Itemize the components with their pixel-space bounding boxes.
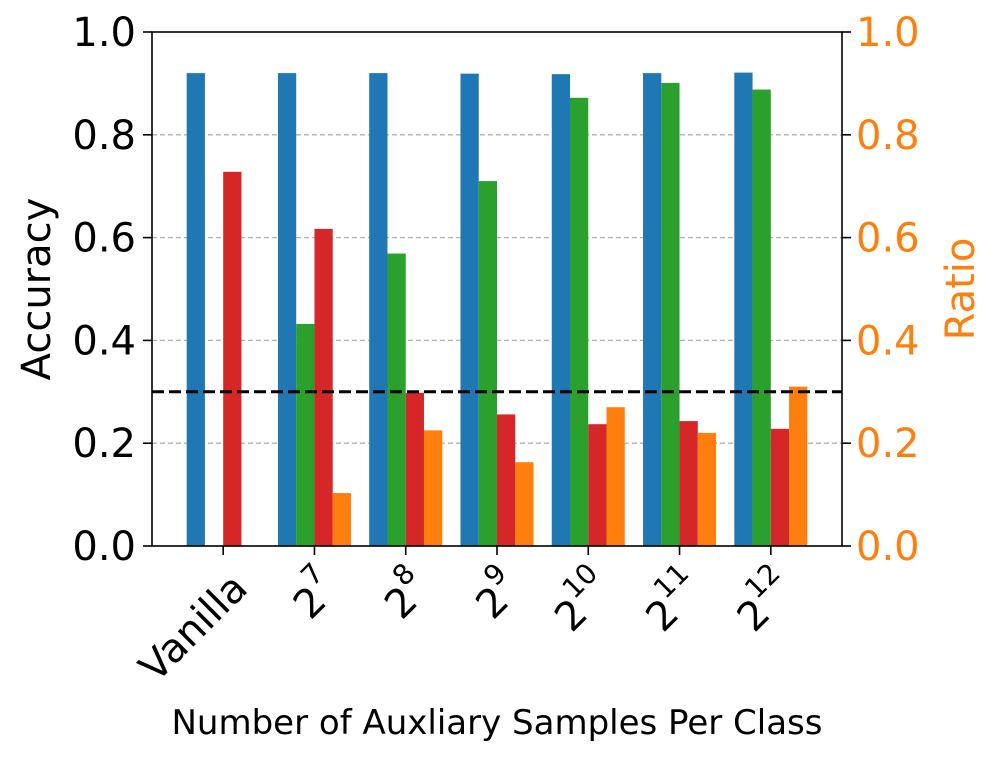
x-tick-label-2: 28	[368, 556, 440, 628]
y-tick-label: 0.8	[72, 113, 136, 159]
bar-series-blue-5	[643, 73, 662, 547]
x-tick-label-1: 27	[276, 556, 348, 628]
bar-series-red-4	[588, 424, 607, 546]
x-tick-label-6: 212	[720, 556, 804, 640]
bar-series-green-5	[661, 82, 680, 547]
bar-series-blue-1	[277, 73, 297, 547]
bar-series-red-3	[497, 414, 516, 546]
y2-tick-label: 0.8	[856, 113, 920, 159]
bar-series-orange-3	[515, 462, 534, 546]
bar-series-green-3	[478, 181, 497, 546]
y-tick-label: 0.2	[72, 421, 136, 467]
bar-series-blue-3	[460, 73, 479, 546]
y2-tick-label: 0.0	[856, 524, 920, 570]
y-axis-title: Accuracy	[14, 198, 60, 381]
bar-series-red-6	[770, 428, 790, 546]
bar-series-orange-4	[606, 407, 625, 546]
bar-series-blue-2	[369, 73, 388, 547]
y2-tick-label: 1.0	[856, 10, 920, 56]
bar-series-green-2	[387, 253, 406, 546]
bar-series-red-1	[314, 228, 333, 546]
bar-series-red-0	[223, 171, 242, 547]
bar-series-orange-1	[332, 493, 351, 546]
bar-series-blue-6	[734, 72, 753, 546]
y-tick-label: 0.6	[72, 216, 136, 262]
bar-series-green-4	[570, 97, 589, 547]
y2-axis-title: Ratio	[938, 238, 984, 341]
y2-tick-label: 0.4	[856, 318, 920, 364]
x-tick-label-4: 210	[537, 556, 621, 640]
bar-series-blue-4	[551, 74, 571, 546]
x-tick-label-0: Vanilla	[131, 565, 257, 691]
bar-series-orange-2	[423, 430, 443, 546]
y-tick-label: 0.4	[72, 318, 136, 364]
y-tick-label: 0.0	[72, 524, 136, 570]
y2-tick-label: 0.2	[856, 421, 920, 467]
bar-series-red-5	[679, 421, 698, 546]
bar-series-orange-5	[697, 432, 717, 546]
y2-tick-label: 0.6	[856, 216, 920, 262]
bar-series-green-1	[296, 323, 315, 546]
bar-series-blue-0	[186, 73, 205, 547]
x-axis-title: Number of Auxliary Samples Per Class	[172, 703, 823, 743]
x-tick-label-5: 211	[629, 556, 713, 640]
bars	[186, 72, 808, 547]
bar-series-green-6	[752, 89, 771, 547]
y-tick-label: 1.0	[72, 10, 136, 56]
x-tick-label-3: 29	[459, 556, 531, 628]
bar-series-red-2	[405, 392, 424, 546]
bar-series-orange-6	[789, 386, 808, 546]
